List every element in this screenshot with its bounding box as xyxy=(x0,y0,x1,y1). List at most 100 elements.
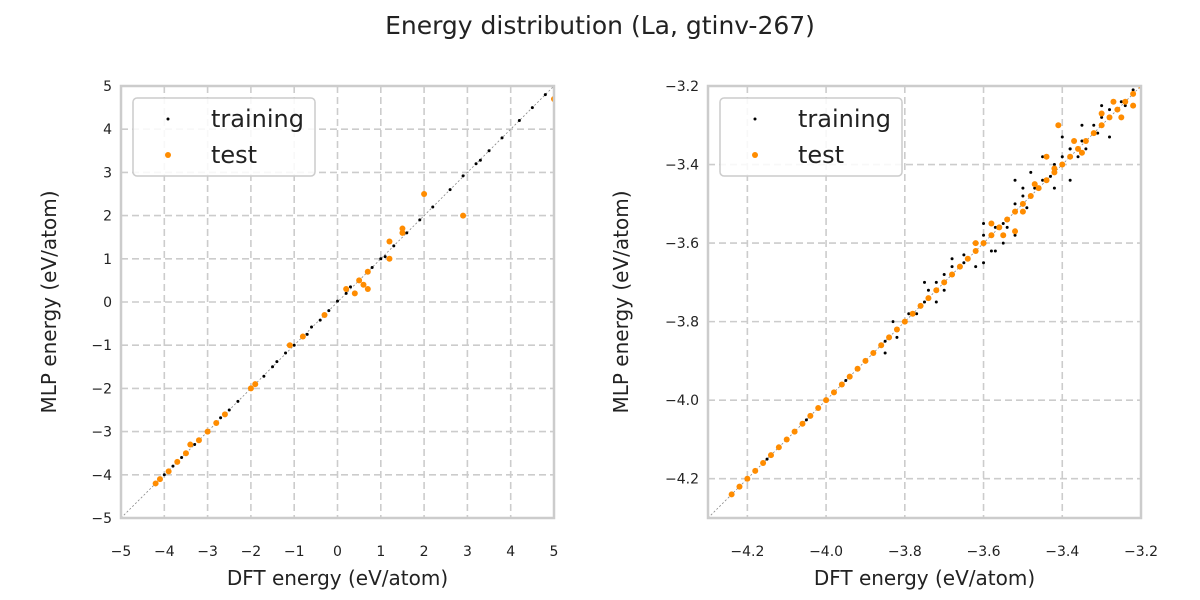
training-point xyxy=(530,106,534,110)
test-point xyxy=(1043,177,1050,184)
test-point xyxy=(343,286,350,293)
y-tick-label: 5 xyxy=(103,79,112,95)
training-point xyxy=(1123,104,1127,108)
test-point xyxy=(1130,102,1137,109)
test-point xyxy=(901,318,908,325)
test-point xyxy=(1114,106,1121,113)
test-legend-marker xyxy=(752,152,758,158)
test-point xyxy=(213,419,220,426)
training-point xyxy=(1029,170,1033,174)
training-point xyxy=(474,162,478,166)
test-point xyxy=(182,450,189,457)
training-point xyxy=(1080,123,1084,127)
training-point xyxy=(962,261,966,265)
x-tick-label: −3.8 xyxy=(888,544,922,560)
test-point xyxy=(156,476,163,483)
test-point xyxy=(1075,145,1082,152)
training-point xyxy=(915,312,919,316)
test-point xyxy=(736,483,743,490)
test-point xyxy=(1055,122,1062,129)
training-legend-label: training xyxy=(798,105,891,133)
training-point xyxy=(974,265,978,269)
scatter-points xyxy=(152,93,554,487)
test-point xyxy=(174,458,181,465)
test-point xyxy=(767,452,774,459)
test-point xyxy=(1098,122,1105,129)
test-point xyxy=(996,224,1003,231)
x-tick-label: −3.2 xyxy=(1124,544,1158,560)
test-point xyxy=(760,460,767,467)
training-point xyxy=(1084,147,1088,151)
training-point xyxy=(348,285,352,289)
y-tick-label: −3.8 xyxy=(665,315,699,331)
training-point xyxy=(926,288,930,292)
training-point xyxy=(1013,178,1017,182)
test-point xyxy=(791,428,798,435)
test-point xyxy=(1027,192,1034,199)
x-tick-label: 5 xyxy=(550,544,559,560)
y-tick-label: 4 xyxy=(103,122,112,138)
training-point xyxy=(1092,123,1096,127)
training-legend-marker xyxy=(166,117,170,121)
test-point xyxy=(886,334,893,341)
training-point xyxy=(1080,139,1084,143)
test-point xyxy=(187,441,194,448)
test-point xyxy=(1130,90,1137,97)
test-point xyxy=(980,240,987,247)
x-tick-label: 0 xyxy=(333,544,342,560)
test-point xyxy=(815,405,822,412)
training-point xyxy=(478,158,482,162)
training-point xyxy=(1060,135,1064,139)
test-point xyxy=(1122,98,1129,105)
training-legend-label: training xyxy=(211,105,304,133)
training-point xyxy=(1068,147,1072,151)
training-point xyxy=(804,418,808,422)
test-point xyxy=(830,389,837,396)
test-point xyxy=(1004,216,1011,223)
y-tick-label: −4 xyxy=(91,468,112,484)
x-axis-label: DFT energy (eV/atom) xyxy=(814,566,1035,590)
test-point xyxy=(351,290,358,297)
training-point xyxy=(171,464,175,468)
test-point xyxy=(854,365,861,372)
test-point xyxy=(356,277,363,284)
training-point xyxy=(950,265,954,269)
training-point xyxy=(344,291,348,295)
test-point xyxy=(783,436,790,443)
y-tick-label: −4.0 xyxy=(665,393,699,409)
test-point xyxy=(1012,208,1019,215)
training-point xyxy=(487,149,491,153)
training-point xyxy=(318,318,322,322)
y-tick-label: −3.4 xyxy=(665,158,699,174)
training-point xyxy=(1131,88,1135,92)
training-point xyxy=(1052,186,1056,190)
test-point xyxy=(1090,130,1097,137)
test-point xyxy=(1106,114,1113,121)
test-point xyxy=(752,467,759,474)
y-axis-label: MLP energy (eV/atom) xyxy=(609,190,633,413)
training-legend-marker xyxy=(753,117,757,121)
training-point xyxy=(305,332,309,336)
training-point xyxy=(370,265,374,269)
training-point xyxy=(950,257,954,261)
training-point xyxy=(180,456,184,460)
test-point xyxy=(870,350,877,357)
training-point xyxy=(1068,178,1072,182)
test-point xyxy=(1035,185,1042,192)
training-point xyxy=(219,416,223,420)
training-point xyxy=(934,280,938,284)
x-tick-label: −4.2 xyxy=(730,544,764,560)
test-point xyxy=(399,225,406,232)
training-point xyxy=(262,374,266,378)
x-axis-label: DFT energy (eV/atom) xyxy=(227,566,448,590)
x-tick-label: 1 xyxy=(376,544,385,560)
training-point xyxy=(271,365,275,369)
training-point xyxy=(844,379,848,383)
training-point xyxy=(765,457,769,461)
training-point xyxy=(500,136,504,140)
test-point xyxy=(917,302,924,309)
training-point xyxy=(1025,206,1029,210)
training-point xyxy=(1119,100,1123,104)
test-point xyxy=(1051,165,1058,172)
y-axis-label: MLP energy (eV/atom) xyxy=(37,190,61,413)
